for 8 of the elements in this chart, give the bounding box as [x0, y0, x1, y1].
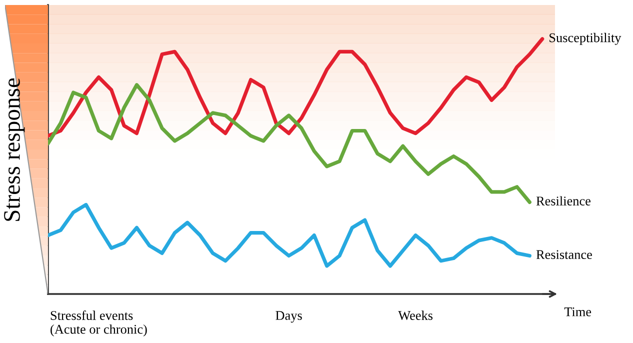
- x-tick-label: Weeks: [398, 310, 433, 320]
- x-axis-title: Time: [564, 307, 592, 316]
- y-axis-title: Stress response: [4, 78, 25, 221]
- x-tick-label: Stressful events (Acute or chronic): [50, 310, 147, 336]
- series-label: Resistance: [536, 250, 592, 260]
- x-tick-label: Days: [276, 311, 302, 323]
- series-label: Resilience: [536, 196, 590, 206]
- series-label: Susceptibility: [550, 32, 622, 45]
